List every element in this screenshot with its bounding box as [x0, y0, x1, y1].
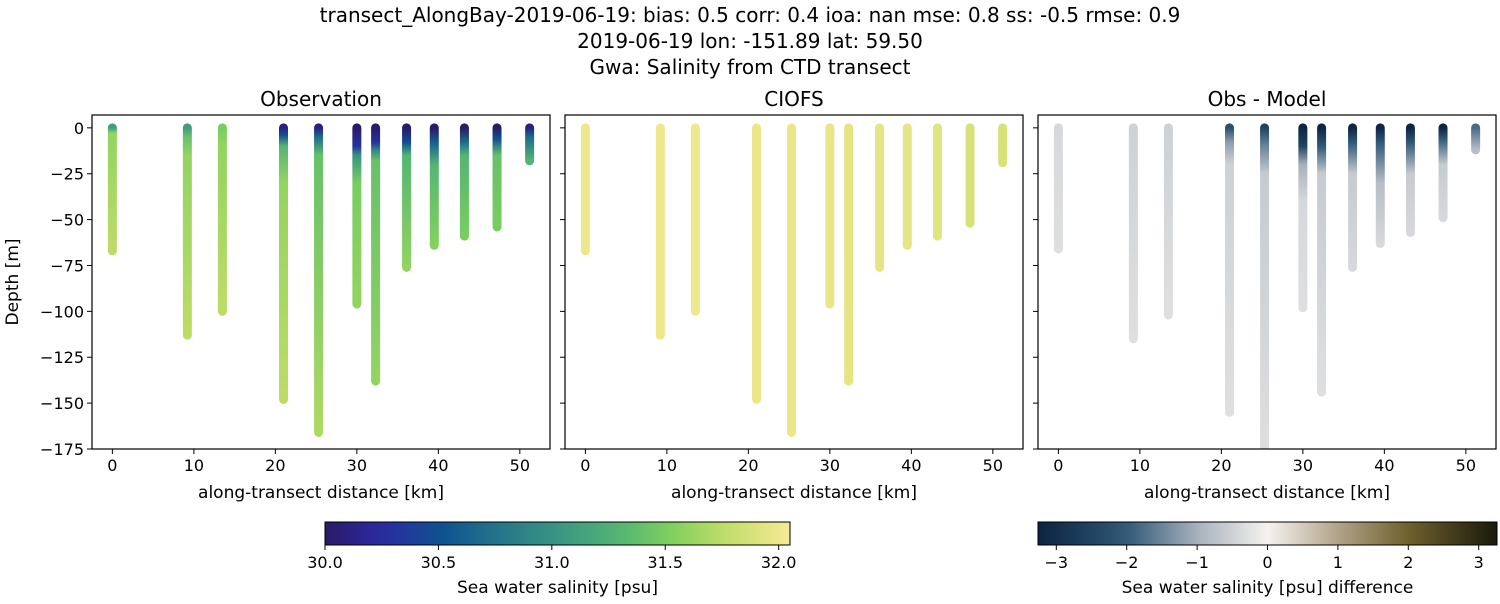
x-axis-label: along-transect distance [km]	[671, 483, 917, 503]
y-tick-label: −50	[50, 211, 84, 230]
x-tick-label: 20	[265, 456, 285, 475]
colorbar-tick-label: −2	[1115, 553, 1139, 572]
colorbar-label: Sea water salinity [psu] difference	[1122, 578, 1414, 598]
casts	[1058, 128, 1475, 458]
panel-1: Observation 0 10 20 30 40 50 0 −25 −50 −75 −100 −125…	[3, 87, 550, 503]
x-tick-label: 30	[1293, 456, 1313, 475]
x-tick-label: 10	[1130, 456, 1150, 475]
x-tick-label: 50	[1456, 456, 1476, 475]
title-line-2: 2019-06-19 lon: -151.89 lat: 59.50	[577, 29, 923, 53]
colorbar-1: 30.0 30.5 31.0 31.5 32.0 Sea water salinity […	[307, 522, 796, 598]
x-tick-label: 20	[1211, 456, 1231, 475]
x-tick-label: 50	[510, 456, 530, 475]
x-tick-label: 0	[107, 456, 117, 475]
panel-title: Obs - Model	[1208, 87, 1327, 111]
x-tick-label: 40	[901, 456, 921, 475]
colorbar-tick-label: 30.0	[307, 553, 343, 572]
y-tick-label: −175	[40, 440, 84, 459]
x-tick-label: 20	[738, 456, 758, 475]
y-tick-label: −150	[40, 394, 84, 413]
y-axis-label: Depth [m]	[3, 238, 23, 325]
colorbar-tick-label: −3	[1045, 553, 1069, 572]
panel-title: Observation	[260, 87, 382, 111]
y-tick-label: 0	[74, 119, 84, 138]
x-axis-label: along-transect distance [km]	[198, 483, 444, 503]
colorbar-tick-label: 3	[1474, 553, 1484, 572]
title-line-3: Gwa: Salinity from CTD transect	[590, 55, 911, 79]
colorbar-tick-label: 32.0	[761, 553, 797, 572]
casts	[112, 128, 529, 433]
x-tick-label: 40	[428, 456, 448, 475]
x-tick-label: 10	[657, 456, 677, 475]
y-tick-label: −75	[50, 256, 84, 275]
colorbar-tick-label: 30.5	[421, 553, 457, 572]
colorbar-tick-label: 0	[1262, 553, 1272, 572]
x-tick-label: 10	[184, 456, 204, 475]
y-tick-label: −25	[50, 165, 84, 184]
x-tick-label: 0	[580, 456, 590, 475]
y-tick-label: −125	[40, 348, 84, 367]
title-line-1: transect_AlongBay-2019-06-19: bias: 0.5 …	[320, 3, 1181, 27]
x-tick-label: 40	[1374, 456, 1394, 475]
colorbar-tick-label: −1	[1185, 553, 1209, 572]
colorbar-tick-label: 31.0	[534, 553, 570, 572]
colorbar-2: −3 −2 −1 0 1 2 3 Sea water salinity [psu] diffe…	[1038, 522, 1497, 598]
colorbar-tick-label: 1	[1333, 553, 1343, 572]
panel-2: CIOFS 0 10 20 30 40 50 along-transect distance …	[560, 87, 1023, 503]
x-axis-label: along-transect distance [km]	[1144, 483, 1390, 503]
panel-3: Obs - Model 0 10 20 30 40 50 along-transect dis…	[1033, 87, 1496, 503]
x-tick-label: 30	[347, 456, 367, 475]
casts	[585, 128, 1002, 433]
panel-title: CIOFS	[764, 87, 823, 111]
colorbar-gradient	[325, 522, 790, 545]
colorbar-label: Sea water salinity [psu]	[457, 578, 658, 598]
x-tick-label: 0	[1053, 456, 1063, 475]
colorbar-gradient	[1038, 522, 1497, 545]
colorbar-tick-label: 2	[1403, 553, 1413, 572]
x-tick-label: 30	[820, 456, 840, 475]
y-tick-label: −100	[40, 302, 84, 321]
x-tick-label: 50	[983, 456, 1003, 475]
colorbar-tick-label: 31.5	[647, 553, 683, 572]
